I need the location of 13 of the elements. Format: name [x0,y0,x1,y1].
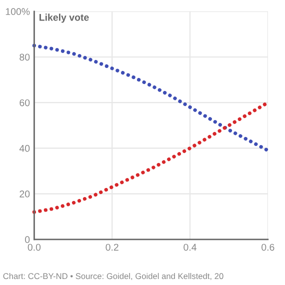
y-tick-label: 80 [20,54,30,61]
x-tick-label: 0.4 [184,244,196,251]
y-axis-title: Likely vote [40,14,89,23]
x-tick-label: 0.0 [28,244,41,251]
y-tick-label: 40 [19,144,30,152]
y-tick-label: 60 [20,99,30,106]
x-tick-label: 0.6 [262,244,274,251]
text: Chart: CC-BY-ND • Source: Goidel, Goidel and Kellstedt, 20 [3,272,224,280]
line-series [32,44,270,152]
y-tick-label: 20 [20,190,30,198]
x-tick-label: 0.2 [106,244,118,251]
y-tick-label: 0 [25,236,30,244]
y-tick-label: 100% [6,8,30,16]
